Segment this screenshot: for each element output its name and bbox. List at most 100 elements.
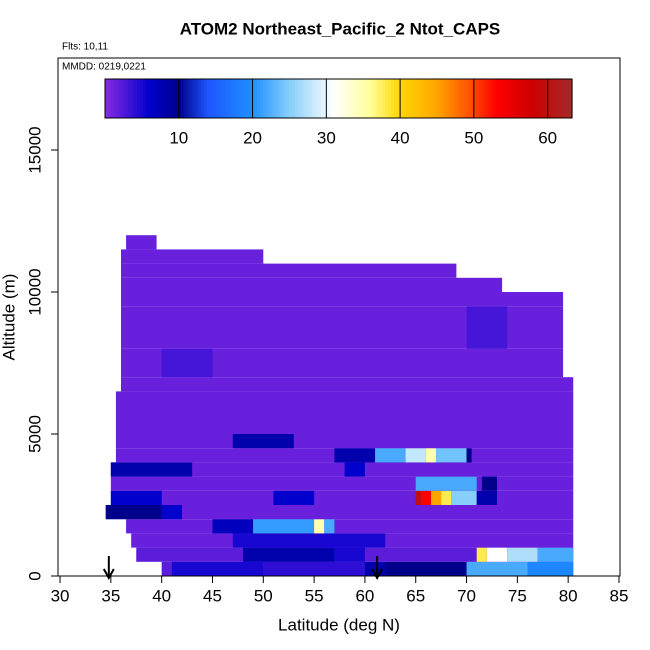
colorbar-strip [224,79,229,118]
colorbar-strip [563,79,567,118]
colorbar-strip [189,79,194,118]
colorbar-strip [215,79,220,118]
colorbar-strip [256,79,261,118]
colorbar-strip [481,79,486,118]
colorbar-strip [283,79,287,118]
colorbar-strip [487,79,491,118]
colorbar-strip [300,79,305,118]
colorbar-strip [268,79,272,118]
colorbar-strip [490,79,494,118]
colorbar-strip [423,79,427,118]
colorbar-tick-label: 50 [464,128,483,147]
heat-cell [334,448,376,463]
colorbar-strip [122,79,127,118]
colorbar-strip [376,79,380,118]
colorbar-strip [466,79,471,118]
colorbar-strip [198,79,202,118]
colorbar-strip [516,79,521,118]
colorbar-strip [280,79,284,118]
colorbar-strip [134,79,138,118]
colorbar-strip [449,79,453,118]
marker-arrow-head [102,568,115,581]
heat-cell [263,561,365,576]
x-tick-label: 70 [457,586,476,605]
colorbar-strip [207,79,211,118]
colorbar-strip [399,79,404,118]
heat-cell [324,519,335,534]
colorbar-strip [484,79,488,118]
colorbar-strip [385,79,389,118]
colorbar-tick-label: 60 [538,128,557,147]
colorbar-strip [528,79,532,118]
colorbar-strip [440,79,445,118]
heat-cell [121,277,503,293]
colorbar-strip [326,79,331,118]
colorbar-strip [166,79,170,118]
colorbar-strip [248,79,252,118]
heat-cell [415,476,477,491]
colorbar-strip [125,79,129,118]
heat-cell [121,377,574,392]
colorbar-strip [335,79,340,118]
colorbar-strip [393,79,398,118]
colorbar-strip [361,79,366,118]
heat-cell [110,476,574,491]
colorbar-strip [551,79,556,118]
heat-cell [375,448,406,463]
heat-cell [273,490,315,506]
colorbar-strip [306,79,310,118]
colorbar-strip [148,79,153,118]
colorbar-strip [169,79,173,118]
colorbar-strip [177,79,182,118]
colorbar-strip [233,79,237,118]
colorbar-strip [472,79,477,118]
plot-frame [57,57,621,577]
colorbar-strip [539,79,544,118]
colorbar-strip [379,79,383,118]
heat-cell [415,490,421,506]
colorbar-strip [446,79,451,118]
colorbar-strip [469,79,474,118]
colorbar-strip [367,79,372,118]
heat-cell [126,235,157,250]
x-tick-label: 65 [406,586,425,605]
colorbar-strip [554,79,559,118]
colorbar-strip [420,79,424,118]
colorbar-strip [356,79,360,118]
heat-cell [344,462,365,477]
colorbar-strip [548,79,553,118]
heat-cell [334,547,365,562]
colorbar-strip [370,79,375,118]
colorbar-strip [253,79,258,118]
colorbar-strip [536,79,541,118]
colorbar-strip [408,79,413,118]
dates-label: MMDD: 0219,0221 [62,62,146,73]
colorbar-strip [525,79,529,118]
colorbar-strip [107,79,112,118]
colorbar-strip [373,79,378,118]
colorbar-strip [493,79,497,118]
colorbar-strip [417,79,421,118]
heat-cell [486,547,508,562]
x-tick-label: 50 [254,586,273,605]
colorbar-strip [277,79,281,118]
colorbar-strip [140,79,144,118]
colorbar-strip [183,79,188,118]
marker-arrow-head [371,568,383,581]
colorbar-strip [531,79,535,118]
colorbar-strip [297,79,302,118]
colorbar-strip [402,79,407,118]
heat-cell [441,490,452,506]
colorbar-strip [364,79,369,118]
colorbar-strip [274,79,278,118]
heat-cell [171,561,264,576]
flights-label: Flts: 10,11 [62,42,108,53]
colorbar-tick-label: 40 [391,128,410,147]
colorbar-strip [534,79,538,118]
colorbar-strip [560,79,564,118]
colorbar-strip [137,79,141,118]
colorbar-strip [294,79,299,118]
colorbar-strip [513,79,518,118]
y-tick-label: 5000 [25,415,44,453]
